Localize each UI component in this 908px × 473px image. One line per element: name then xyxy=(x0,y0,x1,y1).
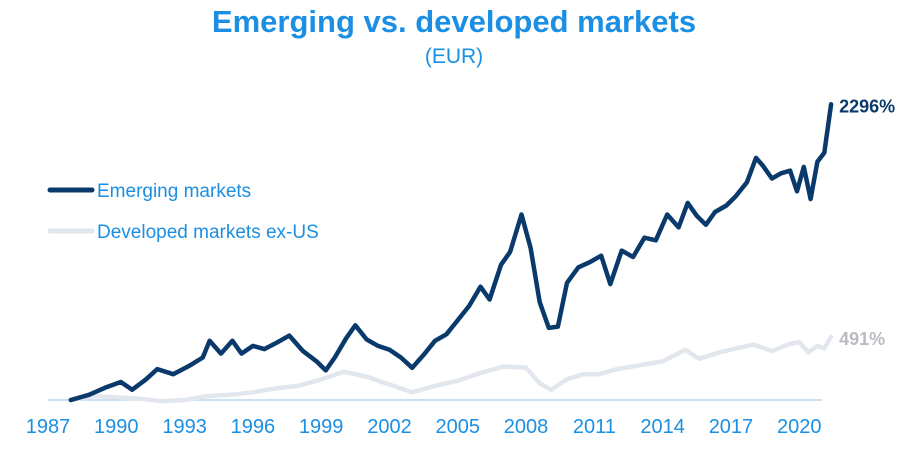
end-value-label-0: 2296% xyxy=(839,96,895,116)
x-tick-label: 2008 xyxy=(504,416,549,438)
chart-subtitle: (EUR) xyxy=(424,45,484,68)
x-tick-label: 1987 xyxy=(26,416,71,438)
x-axis-ticks: 1987 1990 1993 1996 1999 2002 2005 2008 2011 2014… xyxy=(26,416,822,438)
x-tick-label: 1990 xyxy=(94,416,139,438)
x-tick-label: 1996 xyxy=(231,416,276,438)
series-layer xyxy=(68,102,834,404)
x-tick-label: 2002 xyxy=(367,416,412,438)
legend: Emerging markets Developed markets ex-US xyxy=(47,181,319,243)
end-labels: 2296% 491% xyxy=(839,96,895,348)
chart-title: Emerging vs. developed markets xyxy=(211,4,697,39)
x-tick-label: 2017 xyxy=(709,416,754,438)
x-tick-label: 1999 xyxy=(299,416,344,438)
x-tick-label: 1993 xyxy=(162,416,207,438)
x-tick-label: 2014 xyxy=(640,416,685,438)
legend-label-1: Developed markets ex-US xyxy=(97,222,319,243)
x-tick-label: 2005 xyxy=(436,416,481,438)
legend-label-0: Emerging markets xyxy=(97,181,251,202)
x-tick-label: 2011 xyxy=(573,416,616,438)
series-line-0 xyxy=(68,102,834,403)
end-value-label-1: 491% xyxy=(839,329,885,349)
x-tick-label: 2020 xyxy=(777,416,822,438)
series-line-1 xyxy=(68,334,834,404)
